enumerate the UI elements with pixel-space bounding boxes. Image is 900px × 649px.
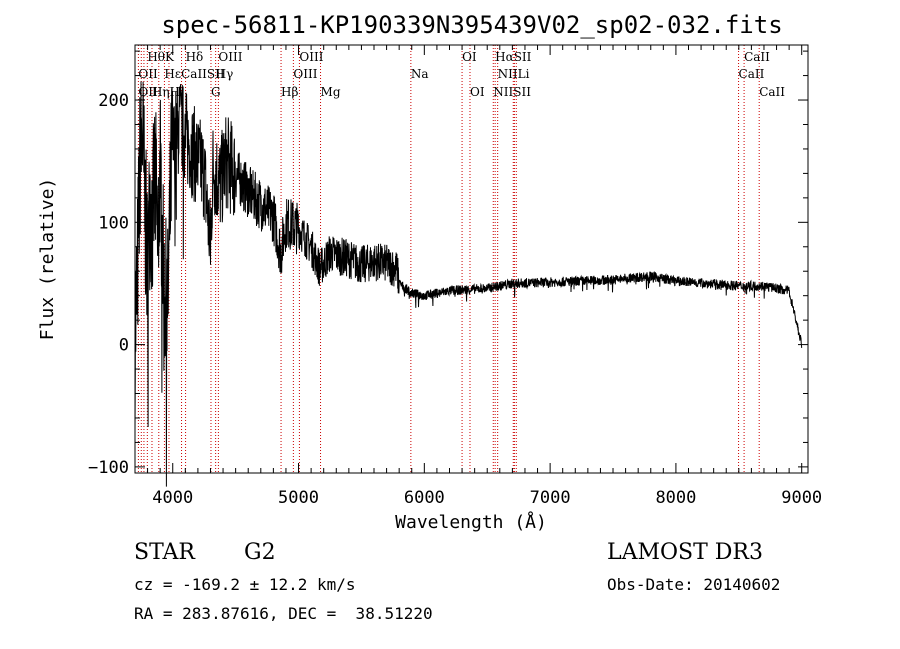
line-label: Hδ xyxy=(186,50,204,64)
y-tick-label: 100 xyxy=(98,213,129,233)
y-tick-label: −100 xyxy=(88,458,129,478)
y-tick-label: 200 xyxy=(98,91,129,111)
line-label: OIII xyxy=(218,50,242,64)
line-label: HηH xyxy=(152,85,180,99)
line-label: Mg xyxy=(321,85,341,99)
line-label: CaII xyxy=(739,67,765,81)
x-tick-label: 5000 xyxy=(278,488,319,508)
object-class: STAR xyxy=(134,540,195,565)
x-tick-label: 8000 xyxy=(655,488,696,508)
line-label: Hγ xyxy=(216,67,234,81)
line-label: CaII xyxy=(744,50,770,64)
line-label: Na xyxy=(411,67,429,81)
line-label: Hβ xyxy=(281,85,298,99)
line-label: OI xyxy=(462,50,477,64)
line-label: HεCaIISII xyxy=(164,67,224,81)
axis-ticks: 4000 5000 6000 7000 8000 9000 −100 0 100 200 xyxy=(88,45,822,508)
emission-line-labels: HδHθKOIIOIIHεCaIISIIHηHOIIIHγGOIIIOIIIHβ… xyxy=(138,50,785,99)
observation-date: Obs-Date: 20140602 xyxy=(607,575,781,594)
chart-title: spec-56811-KP190339N395439V02_sp02-032.f… xyxy=(161,11,782,39)
line-label: HθK xyxy=(147,50,175,64)
line-label: OII xyxy=(138,67,158,81)
x-tick-label: 7000 xyxy=(530,488,571,508)
plot-frame xyxy=(134,44,809,474)
redshift-velocity: cz = -169.2 ± 12.2 km/s xyxy=(134,575,356,594)
x-axis-label: Wavelength (Å) xyxy=(395,511,547,533)
spectrum-line xyxy=(134,81,803,487)
line-label: OIII xyxy=(299,50,323,64)
y-axis-label: Flux (relative) xyxy=(37,178,58,341)
line-label: HαSII xyxy=(495,50,532,64)
line-label: NIILi xyxy=(498,67,530,81)
line-label: OI xyxy=(470,85,485,99)
survey-name: LAMOST DR3 xyxy=(607,540,763,565)
y-tick-label: 0 xyxy=(119,336,129,356)
line-label: OIII xyxy=(293,67,317,81)
coordinates: RA = 283.87616, DEC = 38.51220 xyxy=(134,604,433,623)
line-label: CaII xyxy=(759,85,785,99)
emission-line-markers xyxy=(137,45,760,473)
x-tick-label: 4000 xyxy=(152,488,193,508)
object-subclass: G2 xyxy=(244,540,276,565)
line-label: G xyxy=(211,85,221,99)
line-label: NIISII xyxy=(493,85,531,99)
x-tick-label: 6000 xyxy=(404,488,445,508)
x-tick-label: 9000 xyxy=(781,488,822,508)
